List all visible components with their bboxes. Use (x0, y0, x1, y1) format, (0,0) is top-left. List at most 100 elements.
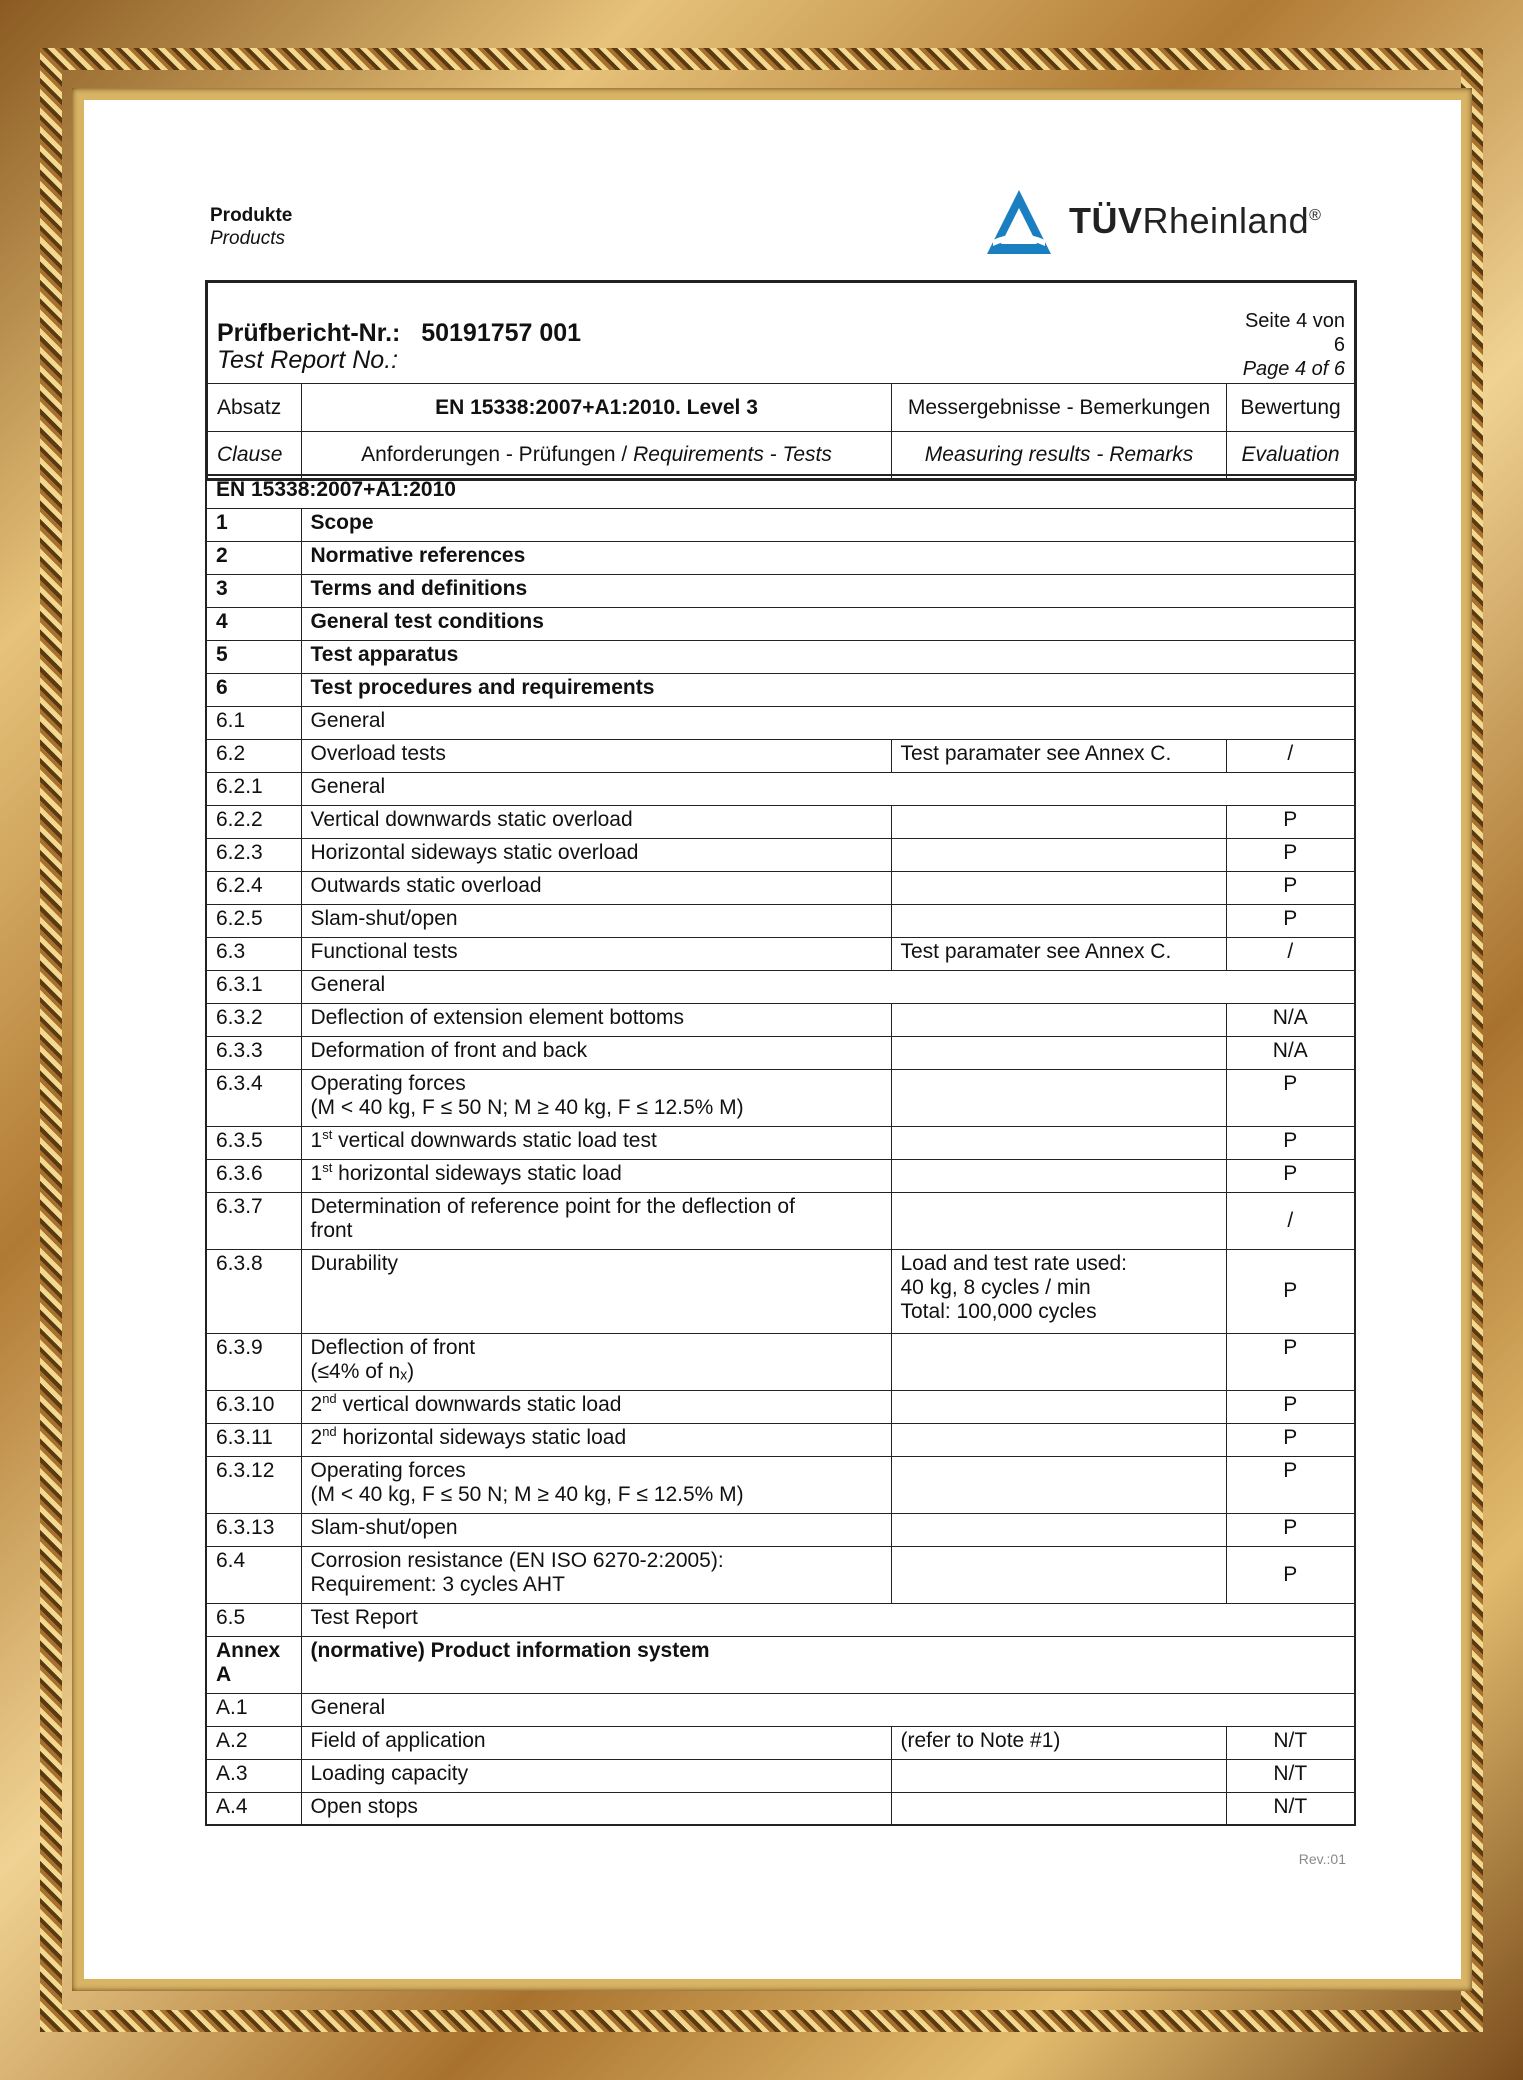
report-header-table: Prüfbericht-Nr.: 50191757 001 Test Report… (205, 280, 1358, 481)
clause-cell: 5 (205, 639, 302, 674)
requirement-cell: Open stops (300, 1791, 892, 1826)
requirement-cell: Outwards static overload (300, 870, 892, 905)
evaluation-cell: / (1225, 1191, 1356, 1250)
table-row: 6.3.7 Determination of reference point fo… (205, 1191, 1356, 1250)
table-row: 6.3.2 Deflection of extension element bot… (205, 1002, 1356, 1037)
requirement-text: 1 (310, 1161, 323, 1185)
table-row: 6.2.3 Horizontal sideways static overload… (205, 837, 1356, 872)
clause-cell: 6.2 (205, 738, 302, 773)
remarks-cell (890, 1545, 1227, 1604)
remarks-cell: Test paramater see Annex C. (890, 738, 1227, 773)
evaluation-cell: N/T (1225, 1758, 1356, 1793)
table-row: A.3 Loading capacity N/T (205, 1758, 1356, 1793)
report-number: 50191757 001 (421, 318, 582, 347)
remarks-cell (890, 1389, 1227, 1424)
clause-cell: 6.3.1 (205, 969, 302, 1004)
table-row: 6.3.6 1st horizontal sideways static load… (205, 1158, 1356, 1193)
evaluation-cell: P (1225, 903, 1356, 938)
requirement-text: vertical downwards static load test (332, 1128, 657, 1152)
clause-cell: 6.3.7 (205, 1191, 302, 1250)
col-remarks-en: Measuring results - Remarks (890, 431, 1228, 480)
table-row: 6.3.10 2nd vertical downwards static load… (205, 1389, 1356, 1424)
remarks-cell (890, 1758, 1227, 1793)
revision-label: Rev.:01 (1298, 1851, 1346, 1867)
logo-text: TÜVRheinland® (1069, 200, 1322, 241)
requirement-cell: Test Report (300, 1602, 1356, 1637)
col-requirements: Anforderungen - Prüfungen / Requirements… (301, 431, 892, 480)
requirement-cell: 2nd vertical downwards static load (300, 1389, 892, 1424)
clause-cell: 6.3.13 (205, 1512, 302, 1547)
clause-cell: 6.3.6 (205, 1158, 302, 1193)
table-row: 6.3.3 Deformation of front and back N/A (205, 1035, 1356, 1070)
requirement-cell: Field of application (300, 1725, 892, 1760)
requirement-cell: Deformation of front and back (300, 1035, 892, 1070)
table-row: Annex A (normative) Product information s… (205, 1635, 1356, 1694)
department-en: Products (210, 228, 285, 249)
col-eval-de: Bewertung (1226, 383, 1357, 432)
table-row: 6.3 Functional tests Test paramater see An… (205, 936, 1356, 971)
clause-cell: 6.3.10 (205, 1389, 302, 1424)
table-row: 6.3.9 Deflection of front (≤4% of nₓ) P (205, 1332, 1356, 1391)
clause-cell: 6.3.5 (205, 1125, 302, 1160)
remarks-cell (890, 1455, 1227, 1514)
requirement-cell: General (300, 771, 1356, 806)
table-row: 2 Normative references (205, 540, 1356, 575)
requirement-cell: Normative references (300, 540, 1356, 575)
table-row: 6.3.8 Durability Load and test rate used: … (205, 1248, 1356, 1334)
evaluation-cell: N/T (1225, 1725, 1356, 1760)
clause-cell: 6.2.5 (205, 903, 302, 938)
col-standard: EN 15338:2007+A1:2010. Level 3 (301, 383, 892, 432)
table-row: 6.5 Test Report (205, 1602, 1356, 1637)
requirement-cell: Overload tests (300, 738, 892, 773)
table-row: A.1 General (205, 1692, 1356, 1727)
clause-cell: 6.2.2 (205, 804, 302, 839)
evaluation-cell: P (1225, 1248, 1356, 1334)
requirement-cell: General (300, 1692, 1356, 1727)
evaluation-cell: P (1225, 837, 1356, 872)
evaluation-cell: P (1225, 1389, 1356, 1424)
requirement-cell: Terms and definitions (300, 573, 1356, 608)
remarks-cell (890, 1035, 1227, 1070)
table-row: 6.3.1 General (205, 969, 1356, 1004)
col-clause-en: Clause (206, 431, 302, 480)
tuv-logo: TÜVRheinland® (979, 188, 1439, 258)
evaluation-cell: N/A (1225, 1035, 1356, 1070)
remarks-cell (890, 1332, 1227, 1391)
evaluation-cell: P (1225, 1512, 1356, 1547)
requirement-cell: Deflection of front (≤4% of nₓ) (300, 1332, 892, 1391)
table-row: 6.3.12 Operating forces (M < 40 kg, F ≤ 5… (205, 1455, 1356, 1514)
requirement-cell: Deflection of extension element bottoms (300, 1002, 892, 1037)
clause-cell: A.4 (205, 1791, 302, 1826)
requirement-cell: General (300, 705, 1356, 740)
clause-cell: A.1 (205, 1692, 302, 1727)
clause-cell: 6.3.9 (205, 1332, 302, 1391)
table-row: 6.3.11 2nd horizontal sideways static loa… (205, 1422, 1356, 1457)
requirement-text: 2 (310, 1392, 323, 1416)
requirement-text: horizontal sideways static load (336, 1425, 627, 1449)
col-remarks-de: Messergebnisse - Bemerkungen (890, 383, 1228, 432)
document-page: Produkte Products TÜVRheinland® Prüfberi… (84, 100, 1461, 1979)
table-row: A.2 Field of application (refer to Note #1… (205, 1725, 1356, 1760)
clause-cell: 6.2.3 (205, 837, 302, 872)
requirement-cell: 1st horizontal sideways static load (300, 1158, 892, 1193)
requirement-cell: Corrosion resistance (EN ISO 6270-2:2005… (300, 1545, 892, 1604)
requirement-cell: 1st vertical downwards static load test (300, 1125, 892, 1160)
clause-cell: 6.3.8 (205, 1248, 302, 1334)
clause-cell: 6.3.3 (205, 1035, 302, 1070)
requirement-cell: Slam-shut/open (300, 903, 892, 938)
requirement-cell: Test apparatus (300, 639, 1356, 674)
page-indicator: Seite 4 von 6 Page 4 of 6 (1226, 281, 1357, 384)
clause-cell: 6.2.1 (205, 771, 302, 806)
table-row: 6 Test procedures and requirements (205, 672, 1356, 707)
clause-cell: 6.5 (205, 1602, 302, 1637)
table-title: EN 15338:2007+A1:2010 (205, 474, 1356, 509)
clause-cell: 6.2.4 (205, 870, 302, 905)
evaluation-cell: P (1225, 1455, 1356, 1514)
results-section: EN 15338:2007+A1:2010 1 Scope 2 Normative r… (205, 474, 1356, 1868)
evaluation-cell: P (1225, 1158, 1356, 1193)
clause-cell: 6.3.11 (205, 1422, 302, 1457)
table-row: 6.3.5 1st vertical downwards static load … (205, 1125, 1356, 1160)
clause-cell: A.3 (205, 1758, 302, 1793)
remarks-cell (890, 1791, 1227, 1826)
table-row: 6.2.5 Slam-shut/open P (205, 903, 1356, 938)
